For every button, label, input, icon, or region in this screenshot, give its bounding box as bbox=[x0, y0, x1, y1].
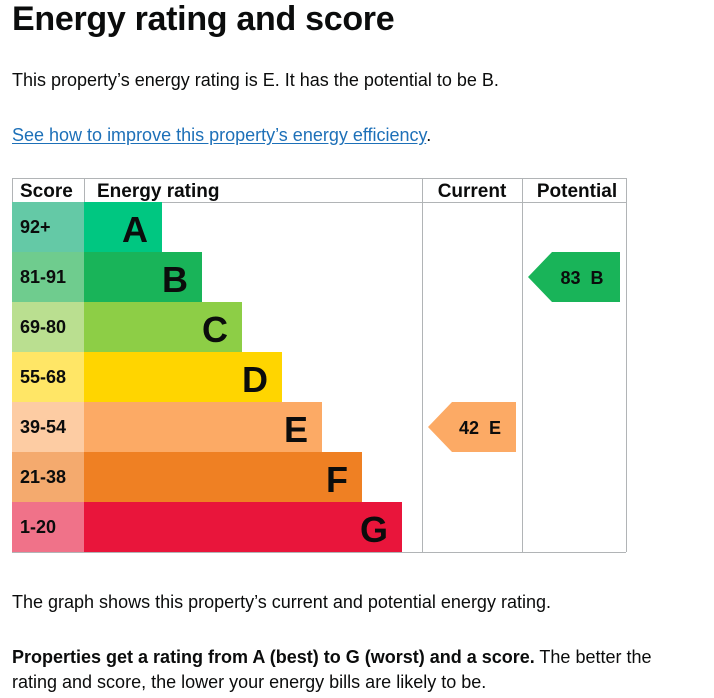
band-letter: B bbox=[162, 259, 188, 300]
band-g: 1-20 G bbox=[12, 502, 402, 552]
potential-rating-arrow: 83 B bbox=[528, 252, 620, 302]
band-letter: D bbox=[242, 359, 268, 400]
band-bar bbox=[84, 402, 322, 452]
score-range-label: 92+ bbox=[20, 217, 51, 237]
graph-note: The graph shows this property’s current … bbox=[12, 592, 551, 612]
score-cell bbox=[12, 252, 84, 302]
score-range-label: 55-68 bbox=[20, 367, 66, 387]
band-b: 81-91 B bbox=[12, 252, 202, 302]
score-cell bbox=[12, 202, 84, 252]
rating-note: Properties get a rating from A (best) to… bbox=[12, 645, 652, 695]
rating-arrow-label: 83 B bbox=[560, 268, 603, 288]
band-letter: C bbox=[202, 309, 228, 350]
header-potential: Potential bbox=[537, 181, 617, 202]
score-cell bbox=[12, 352, 84, 402]
rating-arrow-label: 42 E bbox=[459, 418, 501, 438]
score-cell bbox=[12, 502, 84, 552]
score-range-label: 39-54 bbox=[20, 417, 66, 437]
rating-note-rest: The better the rating and score, the low… bbox=[12, 647, 652, 692]
improve-link-line: See how to improve this property’s energ… bbox=[12, 123, 431, 147]
page-title: Energy rating and score bbox=[12, 0, 395, 38]
band-letter: G bbox=[360, 509, 388, 550]
score-range-label: 21-38 bbox=[20, 467, 66, 487]
band-bar bbox=[84, 352, 282, 402]
rating-arrows: 42 E 83 B bbox=[428, 252, 620, 452]
score-cell bbox=[12, 402, 84, 452]
improve-efficiency-link[interactable]: See how to improve this property’s energ… bbox=[12, 125, 427, 145]
chart-headers: Score Energy rating Current Potential bbox=[20, 181, 617, 202]
band-bar bbox=[84, 452, 362, 502]
band-a: 92+ A bbox=[12, 202, 162, 252]
score-range-label: 69-80 bbox=[20, 317, 66, 337]
band-c: 69-80 C bbox=[12, 302, 242, 352]
band-bar bbox=[84, 202, 162, 252]
rating-bands: 92+ A 81-91 B 69-80 C 55-68 D 39-54 E 21-38 F 1-20 G bbox=[12, 202, 402, 552]
current-rating-arrow: 42 E bbox=[428, 402, 516, 452]
band-bar bbox=[84, 252, 202, 302]
link-suffix: . bbox=[426, 125, 432, 145]
score-cell bbox=[12, 452, 84, 502]
band-letter: E bbox=[284, 409, 308, 450]
rating-note-bold: Properties get a rating from A (best) to… bbox=[12, 647, 535, 667]
score-range-label: 1-20 bbox=[20, 517, 56, 537]
band-f: 21-38 F bbox=[12, 452, 362, 502]
band-bar bbox=[84, 502, 402, 552]
rating-arrow-shape bbox=[428, 402, 516, 452]
score-cell bbox=[12, 302, 84, 352]
band-bar bbox=[84, 302, 242, 352]
header-energy-rating: Energy rating bbox=[97, 181, 219, 202]
band-letter: F bbox=[326, 459, 348, 500]
intro-text: This property’s energy rating is E. It h… bbox=[12, 70, 499, 90]
band-e: 39-54 E bbox=[12, 402, 322, 452]
energy-rating-chart: Score Energy rating Current Potential 92… bbox=[12, 178, 627, 553]
header-score: Score bbox=[20, 181, 73, 202]
score-range-label: 81-91 bbox=[20, 267, 66, 287]
band-letter: A bbox=[122, 209, 148, 250]
rating-arrow-shape bbox=[528, 252, 620, 302]
band-d: 55-68 D bbox=[12, 352, 282, 402]
header-current: Current bbox=[438, 181, 507, 202]
